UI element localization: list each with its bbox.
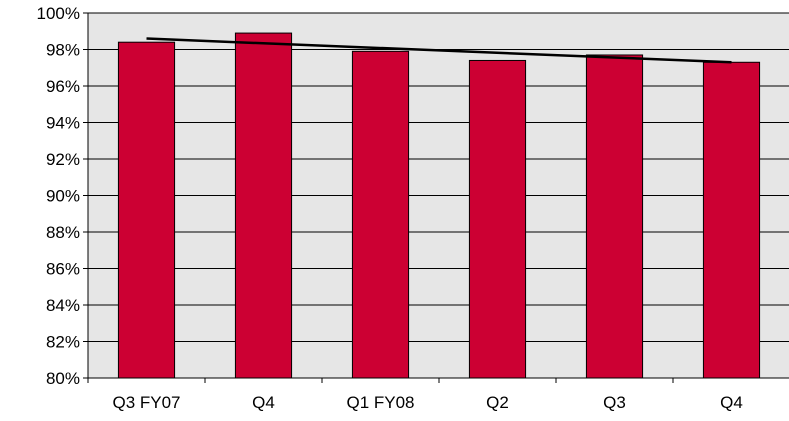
y-tick-label: 84% [46, 296, 80, 315]
x-tick-label: Q4 [720, 393, 743, 412]
y-tick-labels: 80% 82% 84% 86% 88% 90% 92% 94% 96% 98% 100% [37, 4, 80, 388]
bar-4 [585, 54, 644, 379]
y-tick-label: 80% [46, 369, 80, 388]
bars [117, 32, 761, 379]
trendline-layer [146, 37, 732, 64]
x-tick-label: Q2 [486, 393, 509, 412]
x-tick-label: Q3 FY07 [112, 393, 180, 412]
bar-5 [702, 61, 761, 379]
y-tick-label: 86% [46, 260, 80, 279]
y-tick-label: 82% [46, 333, 80, 352]
y-tick-label: 100% [37, 4, 80, 23]
x-tick-labels: Q3 FY07 Q4 Q1 FY08 Q2 Q3 Q4 [112, 393, 742, 412]
bar-1 [234, 32, 293, 379]
y-tick-label: 94% [46, 114, 80, 133]
y-tick-label: 98% [46, 41, 80, 60]
x-tick-label: Q3 [603, 393, 626, 412]
x-tick-label: Q4 [252, 393, 275, 412]
y-tick-label: 88% [46, 223, 80, 242]
y-tick-label: 96% [46, 77, 80, 96]
y-tick-label: 92% [46, 150, 80, 169]
bar-0 [117, 41, 176, 379]
x-tick-label: Q1 FY08 [346, 393, 414, 412]
bar-2 [351, 50, 410, 379]
y-tick-label: 90% [46, 187, 80, 206]
trendline [146, 37, 732, 64]
bar-3 [468, 59, 527, 379]
axes [83, 12, 789, 383]
